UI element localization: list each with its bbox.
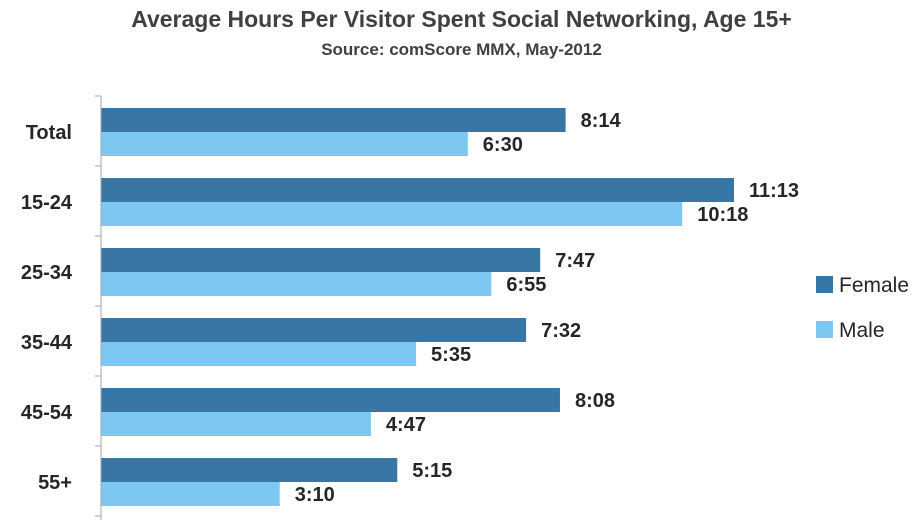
category-label-45-54: 45-54	[21, 402, 73, 424]
bar-female-15-24	[101, 178, 734, 202]
value-label-female-total: 8:14	[581, 110, 622, 132]
value-label-male-25-34: 6:55	[506, 274, 546, 296]
category-label-55+: 55+	[38, 472, 72, 494]
value-label-male-35-44: 5:35	[431, 344, 471, 366]
value-label-female-25-34: 7:47	[555, 250, 595, 272]
category-label-15-24: 15-24	[21, 192, 73, 214]
category-axis	[95, 95, 102, 520]
chart-subtitle: Source: comScore MMX, May-2012	[321, 40, 602, 59]
category-label-total: Total	[26, 122, 72, 144]
chart-title: Average Hours Per Visitor Spent Social N…	[131, 6, 792, 32]
value-label-male-45-54: 4:47	[386, 414, 426, 436]
value-label-male-total: 6:30	[483, 134, 523, 156]
category-label-35-44: 35-44	[21, 332, 73, 354]
bar-male-55+	[101, 482, 280, 506]
value-label-male-55+: 3:10	[295, 484, 335, 506]
bar-female-total	[101, 108, 566, 132]
bar-female-55+	[101, 458, 398, 482]
bar-male-15-24	[101, 202, 683, 226]
category-labels: Total 15-24 25-34 35-44 45-54 55+	[21, 122, 73, 494]
legend-swatch-male	[816, 321, 833, 338]
bars-group	[101, 108, 734, 506]
value-label-male-15-24: 10:18	[697, 204, 748, 226]
legend-label-male: Male	[839, 319, 885, 342]
value-label-female-35-44: 7:32	[541, 320, 581, 342]
value-label-female-45-54: 8:08	[575, 390, 615, 412]
value-label-female-55+: 5:15	[412, 460, 452, 482]
bar-male-35-44	[101, 342, 417, 366]
bar-female-25-34	[101, 248, 541, 272]
category-label-25-34: 25-34	[21, 262, 73, 284]
legend-swatch-female	[816, 276, 833, 293]
legend: Female Male	[816, 274, 909, 342]
bar-female-35-44	[101, 318, 527, 342]
bar-female-45-54	[101, 388, 560, 412]
bar-male-total	[101, 132, 468, 156]
bar-male-25-34	[101, 272, 492, 296]
value-label-female-15-24: 11:13	[749, 180, 799, 202]
legend-label-female: Female	[839, 274, 909, 297]
bar-male-45-54	[101, 412, 371, 436]
